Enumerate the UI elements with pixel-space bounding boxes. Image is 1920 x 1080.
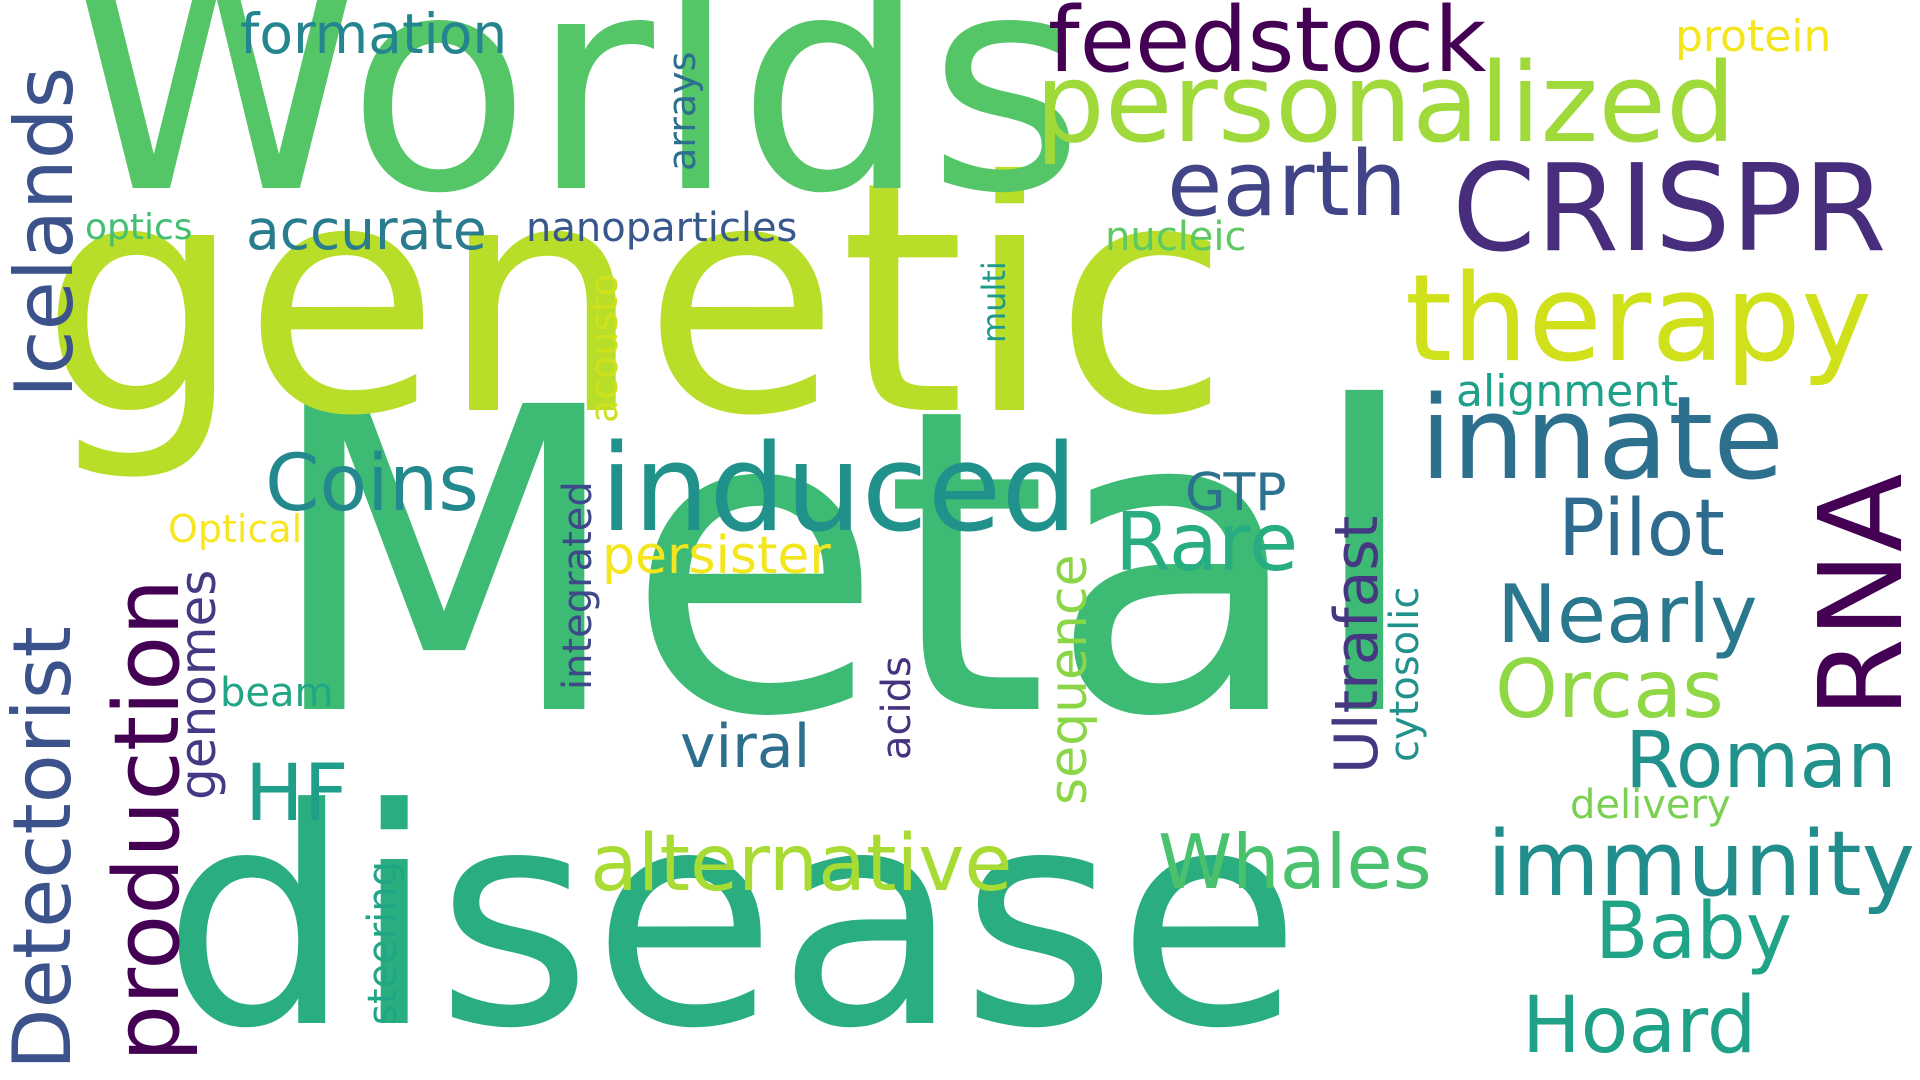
word-ultrafast: Ultrafast [1322, 515, 1392, 774]
word-rare: Rare [1115, 496, 1299, 589]
word-arrays: arrays [660, 51, 704, 171]
word-alignment: alignment [1456, 366, 1679, 417]
word-hoard: Hoard [1522, 981, 1757, 1071]
word-personalized: personalized [1035, 39, 1736, 167]
word-integrated: integrated [555, 481, 601, 690]
word-viral: viral [680, 712, 811, 782]
word-earth: earth [1167, 132, 1407, 237]
word-feedstock: feedstock [1048, 0, 1487, 93]
word-acids: acids [874, 656, 920, 760]
word-formation: formation [240, 2, 508, 66]
word-pilot: Pilot [1558, 484, 1725, 574]
word-crispr: CRISPR [1452, 140, 1887, 279]
word-hf: HF [245, 749, 349, 839]
word-persister: persister [602, 526, 831, 586]
word-cytosolic: cytosolic [1382, 586, 1428, 762]
word-metal: Metal [263, 320, 1423, 809]
word-sequence: sequence [1039, 554, 1099, 805]
word-optical: Optical [168, 507, 303, 551]
word-delivery: delivery [1570, 782, 1731, 828]
word-detectorist: Detectorist [0, 626, 89, 1070]
word-genetic: genetic [40, 114, 1230, 486]
word-baby: Baby [1595, 887, 1792, 977]
word-alternative: alternative [590, 819, 1013, 909]
word-orcas: Orcas [1495, 643, 1724, 736]
word-whales: Whales [1158, 818, 1432, 906]
word-therapy: therapy [1405, 250, 1872, 389]
word-beam: beam [220, 670, 334, 716]
word-nucleic: nucleic [1105, 214, 1247, 260]
word-acousto: acousto [582, 273, 626, 423]
word-icelands: Icelands [0, 66, 91, 398]
word-induced: induced [600, 420, 1078, 559]
word-coins: Coins [265, 439, 479, 529]
word-steering: steering [360, 860, 406, 1025]
word-immunity: immunity [1487, 812, 1915, 917]
word-innate: innate [1420, 372, 1785, 506]
word-rna: RNA [1795, 473, 1920, 718]
word-multi: multi [975, 261, 1013, 343]
word-worlds: Worlds [68, 0, 1085, 259]
word-nanoparticles: nanoparticles [526, 205, 798, 251]
word-genomes: genomes [169, 569, 227, 800]
word-disease: disease [162, 745, 1302, 1080]
word-nearly: Nearly [1497, 568, 1758, 661]
word-roman: Roman [1625, 716, 1897, 806]
word-optics: optics [85, 207, 193, 248]
word-gtp: GTP [1185, 463, 1287, 523]
word-accurate: accurate [246, 198, 487, 262]
word-protein: protein [1675, 11, 1832, 62]
